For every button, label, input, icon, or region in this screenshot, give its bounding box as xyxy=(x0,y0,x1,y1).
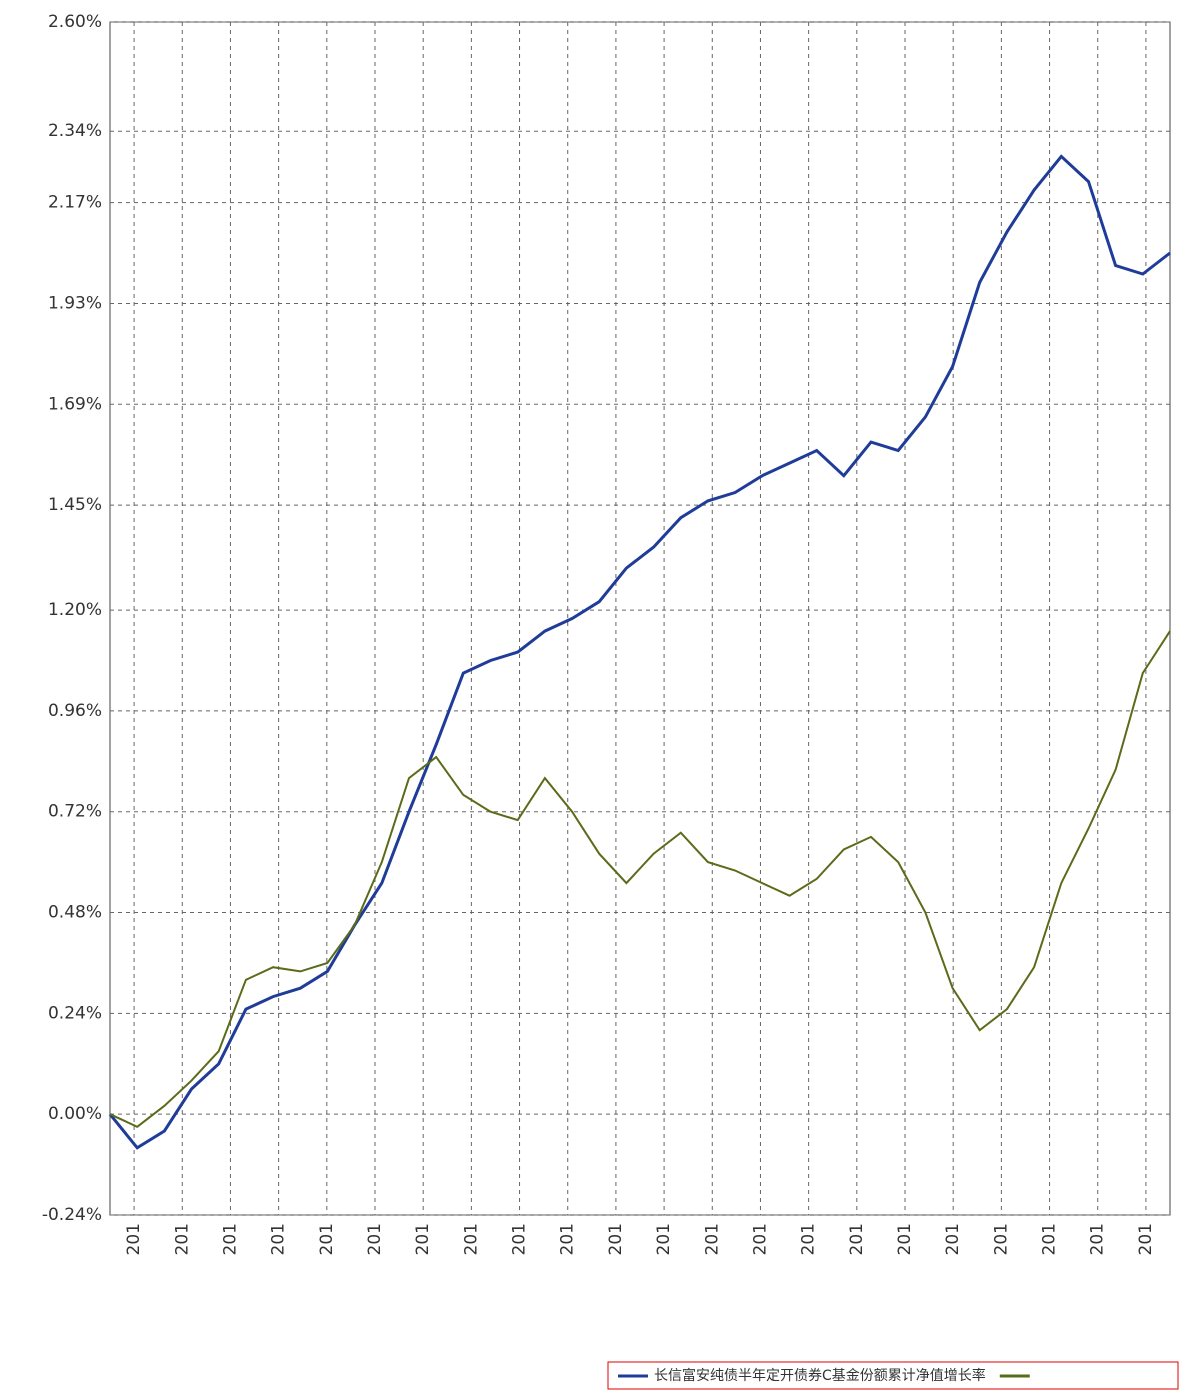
x-tick-label: 201 xyxy=(124,1223,144,1255)
x-tick-label: 201 xyxy=(606,1223,626,1255)
y-tick-label: 1.69% xyxy=(48,394,102,414)
x-tick-label: 201 xyxy=(365,1223,385,1255)
plot-area xyxy=(109,21,1171,1216)
y-tick-label: 0.96% xyxy=(48,701,102,721)
y-tick-label: 0.24% xyxy=(48,1003,102,1023)
series-line xyxy=(109,630,1171,1128)
x-tick-label: 201 xyxy=(510,1223,530,1255)
x-tick-label: 201 xyxy=(1040,1223,1060,1255)
y-tick-label: 2.34% xyxy=(48,121,102,141)
y-tick-label: 0.00% xyxy=(48,1104,102,1124)
x-tick-label: 201 xyxy=(1136,1223,1156,1255)
x-tick-label: 201 xyxy=(269,1223,289,1255)
x-tick-label: 201 xyxy=(799,1223,819,1255)
y-tick-label: 1.20% xyxy=(48,600,102,620)
y-tick-label: 2.17% xyxy=(48,193,102,213)
x-tick-label: 201 xyxy=(702,1223,722,1255)
y-tick-label: -0.24% xyxy=(42,1205,102,1225)
x-tick-label: 201 xyxy=(461,1223,481,1255)
x-tick-label: 201 xyxy=(413,1223,433,1255)
x-tick-label: 201 xyxy=(895,1223,915,1255)
legend: 长信富安纯债半年定开债券C基金份额累计净值增长率 xyxy=(607,1361,1179,1390)
legend-label: 长信富安纯债半年定开债券C基金份额累计净值增长率 xyxy=(654,1367,986,1384)
x-tick-label: 201 xyxy=(1088,1223,1108,1255)
x-tick-label: 201 xyxy=(654,1223,674,1255)
x-tick-label: 201 xyxy=(991,1223,1011,1255)
series-line xyxy=(108,154,1171,1150)
y-tick-label: 1.45% xyxy=(48,495,102,515)
x-tick-label: 201 xyxy=(172,1223,192,1255)
x-tick-label: 201 xyxy=(847,1223,867,1255)
x-tick-label: 201 xyxy=(558,1223,578,1255)
y-tick-label: 0.48% xyxy=(48,903,102,923)
y-tick-label: 0.72% xyxy=(48,802,102,822)
legend-box xyxy=(607,1361,1179,1390)
x-tick-label: 201 xyxy=(943,1223,963,1255)
x-tick-label: 201 xyxy=(220,1223,240,1255)
x-tick-label: 201 xyxy=(317,1223,337,1255)
x-tick-label: 201 xyxy=(750,1223,770,1255)
y-tick-label: 2.60% xyxy=(48,12,102,32)
y-tick-label: 1.93% xyxy=(48,293,102,313)
